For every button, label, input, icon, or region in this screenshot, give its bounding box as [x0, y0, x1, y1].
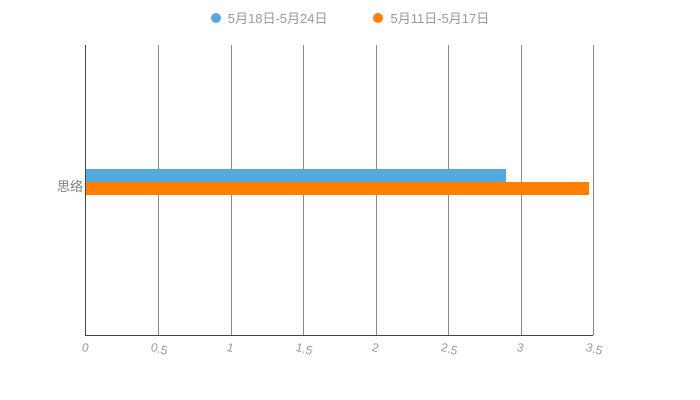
legend-label-week1: 5月11日-5月17日 [390, 11, 490, 26]
gridline [593, 45, 594, 335]
x-tick-label: 1 [225, 340, 236, 356]
bar-series-0 [86, 169, 507, 182]
legend: 5月18日-5月24日 5月11日-5月17日 [0, 8, 700, 27]
legend-item-week2[interactable]: 5月18日-5月24日 [210, 8, 328, 27]
x-tick-label: 2.5 [439, 340, 460, 358]
bar-series-1 [86, 182, 589, 195]
plot-area: 0 0.5 1 1.5 2 2.5 3 3.5 [80, 45, 604, 358]
x-tick-label: 0 [80, 340, 91, 356]
bar-group [86, 169, 593, 195]
y-axis-category-label: 思络 [56, 179, 83, 194]
x-tick-label: 3.5 [584, 340, 605, 358]
legend-swatch-blue-icon [210, 12, 221, 23]
x-tick-label: 3 [514, 340, 526, 356]
x-tick-label: 0.5 [149, 340, 170, 358]
legend-label-week2: 5月18日-5月24日 [227, 11, 328, 26]
legend-swatch-orange-icon [373, 12, 384, 23]
x-tick-label: 1.5 [294, 340, 315, 358]
x-tick-label: 2 [370, 340, 381, 356]
legend-item-week1[interactable]: 5月11日-5月17日 [373, 8, 489, 27]
